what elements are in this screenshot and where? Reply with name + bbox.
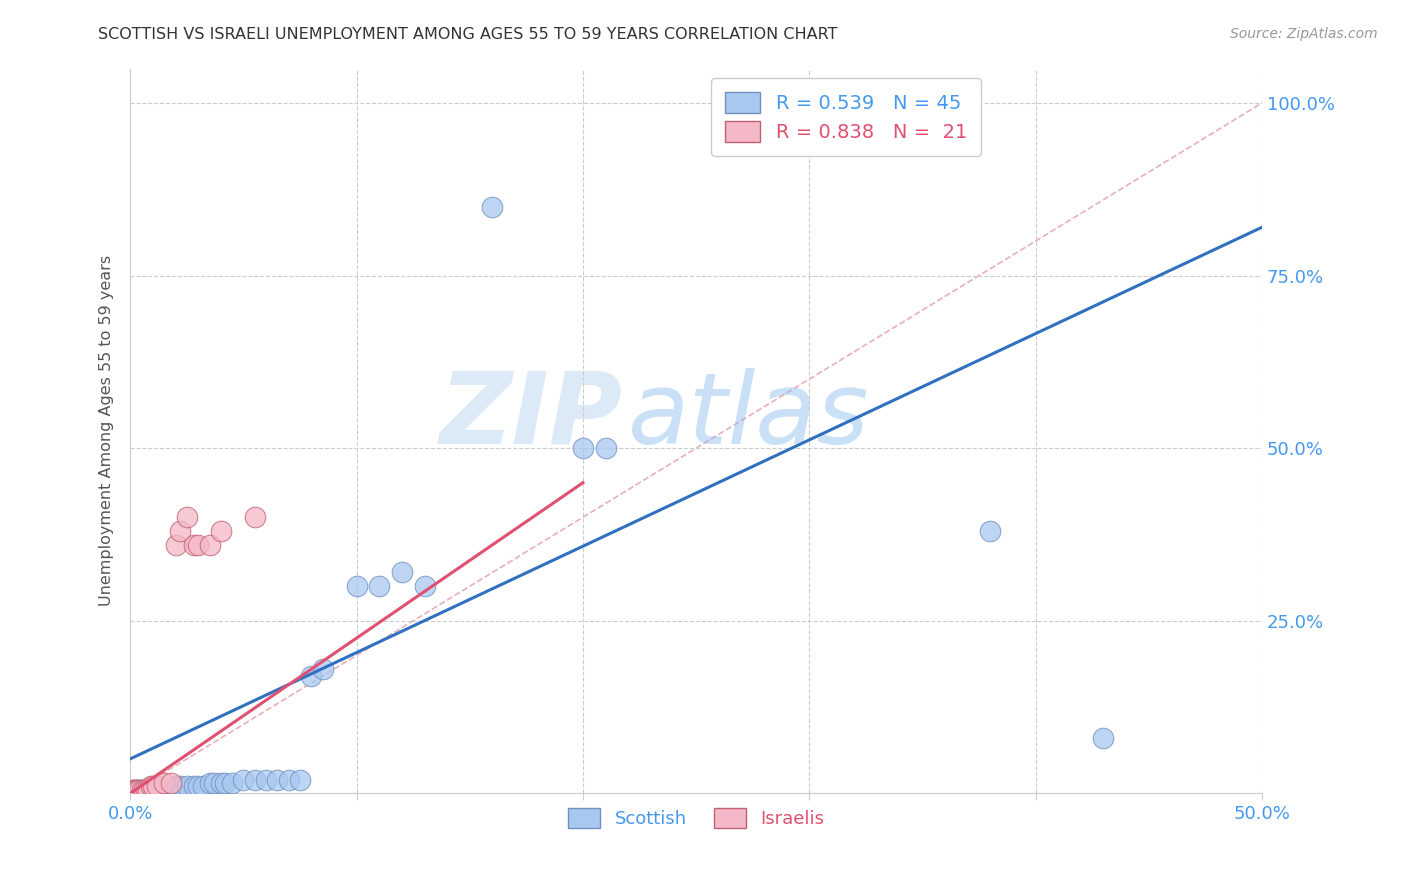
Point <box>138 783 160 797</box>
Point <box>346 579 368 593</box>
Point <box>135 783 157 797</box>
Point <box>124 783 146 797</box>
Point <box>176 510 198 524</box>
Point <box>169 780 191 794</box>
Point <box>149 783 172 797</box>
Point <box>153 776 176 790</box>
Point <box>124 783 146 797</box>
Point <box>187 538 209 552</box>
Point <box>595 441 617 455</box>
Text: ZIP: ZIP <box>440 368 623 465</box>
Point <box>165 780 187 794</box>
Point <box>221 776 243 790</box>
Point <box>288 772 311 787</box>
Point <box>160 776 183 790</box>
Text: atlas: atlas <box>628 368 870 465</box>
Point <box>150 783 173 797</box>
Point <box>169 524 191 538</box>
Point <box>368 579 391 593</box>
Point <box>198 776 221 790</box>
Point <box>121 783 143 797</box>
Point <box>135 783 157 797</box>
Point <box>481 200 503 214</box>
Point <box>202 776 225 790</box>
Point <box>121 783 143 797</box>
Y-axis label: Unemployment Among Ages 55 to 59 years: Unemployment Among Ages 55 to 59 years <box>100 255 114 607</box>
Point <box>160 783 183 797</box>
Point <box>191 780 214 794</box>
Point <box>142 780 165 794</box>
Point <box>155 783 177 797</box>
Text: SCOTTISH VS ISRAELI UNEMPLOYMENT AMONG AGES 55 TO 59 YEARS CORRELATION CHART: SCOTTISH VS ISRAELI UNEMPLOYMENT AMONG A… <box>98 27 838 42</box>
Point <box>165 538 187 552</box>
Point <box>1092 731 1115 745</box>
Point <box>187 780 209 794</box>
Legend: Scottish, Israelis: Scottish, Israelis <box>561 801 832 835</box>
Point <box>391 566 413 580</box>
Point <box>243 772 266 787</box>
Point <box>131 783 153 797</box>
Point <box>312 662 335 676</box>
Point <box>413 579 436 593</box>
Point <box>277 772 299 787</box>
Point <box>127 783 149 797</box>
Point <box>266 772 288 787</box>
Point <box>128 783 150 797</box>
Point <box>142 783 165 797</box>
Point <box>232 772 254 787</box>
Point <box>209 524 232 538</box>
Point <box>176 780 198 794</box>
Point <box>128 783 150 797</box>
Point <box>143 783 166 797</box>
Point <box>979 524 1001 538</box>
Point <box>153 783 176 797</box>
Point <box>139 783 162 797</box>
Point <box>132 783 155 797</box>
Point <box>254 772 277 787</box>
Point <box>183 538 205 552</box>
Point <box>138 783 160 797</box>
Point <box>183 780 205 794</box>
Point <box>572 441 595 455</box>
Point <box>146 780 169 794</box>
Point <box>214 776 236 790</box>
Point <box>131 783 153 797</box>
Point <box>146 783 169 797</box>
Point <box>139 780 162 794</box>
Point <box>198 538 221 552</box>
Text: Source: ZipAtlas.com: Source: ZipAtlas.com <box>1230 27 1378 41</box>
Point <box>299 669 322 683</box>
Point <box>127 783 149 797</box>
Point <box>132 783 155 797</box>
Point <box>243 510 266 524</box>
Point <box>209 776 232 790</box>
